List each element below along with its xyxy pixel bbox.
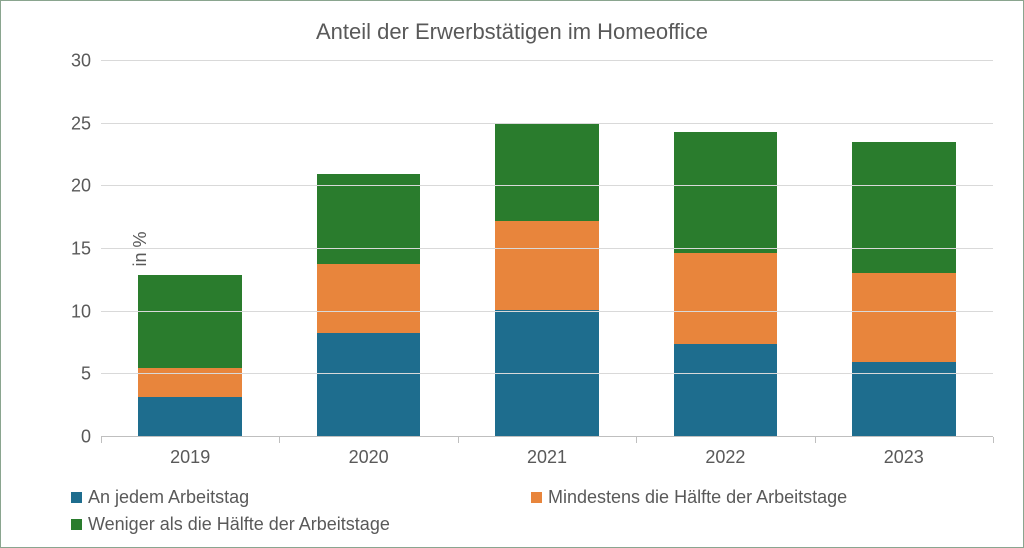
x-tick-mark — [636, 437, 637, 443]
legend-label: Weniger als die Hälfte der Arbeitstage — [88, 514, 390, 535]
y-tick-label: 30 — [71, 51, 101, 72]
bar-group — [674, 61, 777, 437]
bar-group — [317, 61, 420, 437]
x-tick-label: 2021 — [527, 437, 567, 468]
legend-swatch — [71, 519, 82, 530]
legend: An jedem Arbeitstag Mindestens die Hälfte… — [71, 487, 993, 535]
y-tick-label: 15 — [71, 239, 101, 260]
gridline — [101, 311, 993, 312]
bar-segment — [317, 264, 420, 333]
bar-segment — [674, 253, 777, 344]
x-tick-mark — [101, 437, 102, 443]
legend-item: An jedem Arbeitstag — [71, 487, 491, 508]
plot-area: in % 05101520253020192020202120222023 — [101, 61, 993, 437]
legend-swatch — [71, 492, 82, 503]
bar-segment — [495, 221, 598, 310]
y-tick-label: 10 — [71, 301, 101, 322]
bar-group — [138, 61, 241, 437]
bar-group — [495, 61, 598, 437]
y-tick-label: 20 — [71, 176, 101, 197]
chart-title: Anteil der Erwerbstätigen im Homeoffice — [1, 19, 1023, 45]
gridline — [101, 185, 993, 186]
y-tick-label: 0 — [81, 427, 101, 448]
x-tick-mark — [993, 437, 994, 443]
bar-group — [852, 61, 955, 437]
chart-frame: Anteil der Erwerbstätigen im Homeoffice … — [0, 0, 1024, 548]
legend-label: An jedem Arbeitstag — [88, 487, 249, 508]
bar-segment — [495, 124, 598, 222]
bar-segment — [317, 333, 420, 437]
y-tick-label: 25 — [71, 113, 101, 134]
x-tick-label: 2023 — [884, 437, 924, 468]
gridline — [101, 248, 993, 249]
legend-label: Mindestens die Hälfte der Arbeitstage — [548, 487, 847, 508]
bar-segment — [138, 397, 241, 437]
legend-swatch — [531, 492, 542, 503]
gridline — [101, 373, 993, 374]
gridline — [101, 123, 993, 124]
x-tick-label: 2020 — [349, 437, 389, 468]
x-tick-mark — [815, 437, 816, 443]
x-tick-mark — [458, 437, 459, 443]
y-tick-label: 5 — [81, 364, 101, 385]
x-tick-mark — [279, 437, 280, 443]
gridline — [101, 60, 993, 61]
x-tick-label: 2019 — [170, 437, 210, 468]
bar-segment — [138, 275, 241, 368]
bar-segment — [674, 132, 777, 252]
bar-segment — [852, 273, 955, 362]
legend-item: Weniger als die Hälfte der Arbeitstage — [71, 514, 491, 535]
x-tick-label: 2022 — [705, 437, 745, 468]
bar-segment — [852, 142, 955, 272]
bars-layer — [101, 61, 993, 437]
legend-item: Mindestens die Hälfte der Arbeitstage — [531, 487, 951, 508]
bar-segment — [317, 174, 420, 264]
bar-segment — [674, 344, 777, 437]
